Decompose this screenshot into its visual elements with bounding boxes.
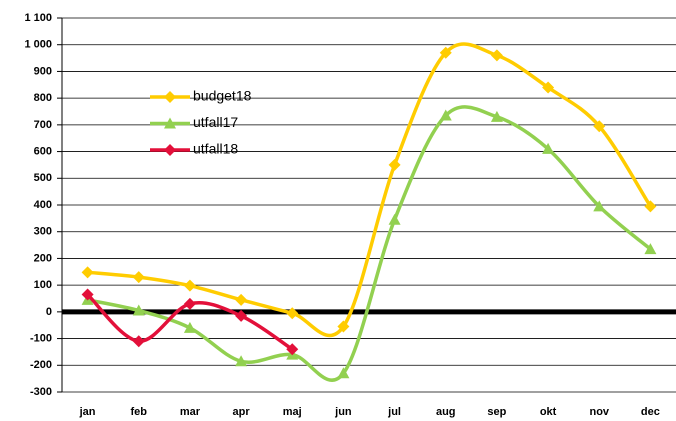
y-tick-label: 1 000 [24, 39, 52, 51]
y-tick-label: -200 [30, 359, 52, 371]
y-tick-label: 700 [34, 119, 52, 131]
marker [164, 144, 176, 156]
x-tick-label: sep [487, 406, 506, 418]
marker [81, 266, 94, 279]
marker [490, 49, 503, 62]
y-tick-label: 1 100 [24, 12, 52, 24]
marker [593, 200, 606, 212]
legend-label: budget18 [193, 88, 252, 104]
marker [542, 142, 555, 154]
marker [164, 91, 176, 103]
x-tick-label: maj [283, 406, 302, 418]
marker [593, 120, 606, 133]
y-tick-label: -100 [30, 332, 52, 344]
y-tick-label: 600 [34, 145, 52, 157]
marker [183, 321, 196, 333]
marker [235, 309, 248, 322]
y-tick-label: 300 [34, 226, 52, 238]
series-line [87, 42, 652, 338]
marker [337, 367, 350, 379]
marker [286, 343, 299, 356]
x-tick-label: okt [540, 406, 557, 418]
x-tick-label: jun [334, 406, 352, 418]
legend-label: utfall17 [193, 114, 238, 130]
x-tick-label: feb [131, 406, 148, 418]
marker [183, 297, 196, 310]
x-tick-label: nov [589, 406, 609, 418]
x-tick-label: aug [436, 406, 456, 418]
legend-label: utfall18 [193, 141, 238, 157]
marker [183, 279, 196, 292]
marker [132, 304, 145, 316]
x-tick-label: mar [180, 406, 201, 418]
marker [388, 213, 401, 225]
marker [132, 335, 145, 348]
marker [644, 200, 657, 213]
marker [235, 293, 248, 306]
marker [644, 243, 657, 255]
x-tick-label: dec [641, 406, 660, 418]
marker [542, 81, 555, 94]
x-tick-label: apr [233, 406, 251, 418]
y-tick-label: 200 [34, 252, 52, 264]
x-tick-label: jan [79, 406, 96, 418]
marker [439, 46, 452, 59]
marker [164, 117, 176, 129]
marker [337, 320, 350, 333]
marker [132, 271, 145, 284]
y-tick-label: 400 [34, 199, 52, 211]
marker [235, 355, 248, 367]
marker [286, 307, 299, 320]
y-tick-label: 100 [34, 279, 52, 291]
marker [439, 109, 452, 121]
marker [81, 288, 94, 301]
y-tick-label: -300 [30, 386, 52, 398]
x-tick-label: jul [387, 406, 401, 418]
y-tick-label: 800 [34, 92, 52, 104]
marker [490, 110, 503, 122]
marker [388, 158, 401, 171]
y-tick-label: 900 [34, 65, 52, 77]
y-tick-label: 0 [46, 306, 52, 318]
y-tick-label: 500 [34, 172, 52, 184]
